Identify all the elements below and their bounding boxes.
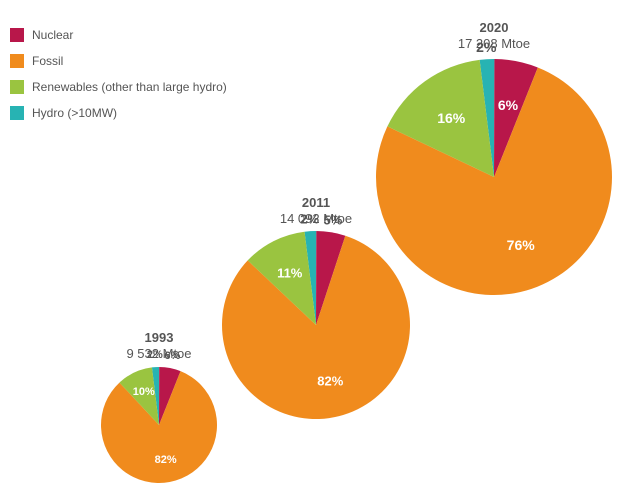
pie-svg-2020 — [0, 0, 637, 501]
pie-label-2020-hydro: 2% — [476, 39, 496, 55]
pie-label-2020-fossil: 76% — [507, 237, 535, 253]
pie-label-2020-renew: 16% — [437, 110, 465, 126]
pie-label-2020-nuclear: 6% — [498, 97, 518, 113]
chart-root: { "legend": { "items": [ { "label": "Nuc… — [0, 0, 637, 501]
pie-2020: 202017 208 Mtoe2%6%76%16% — [0, 0, 637, 501]
